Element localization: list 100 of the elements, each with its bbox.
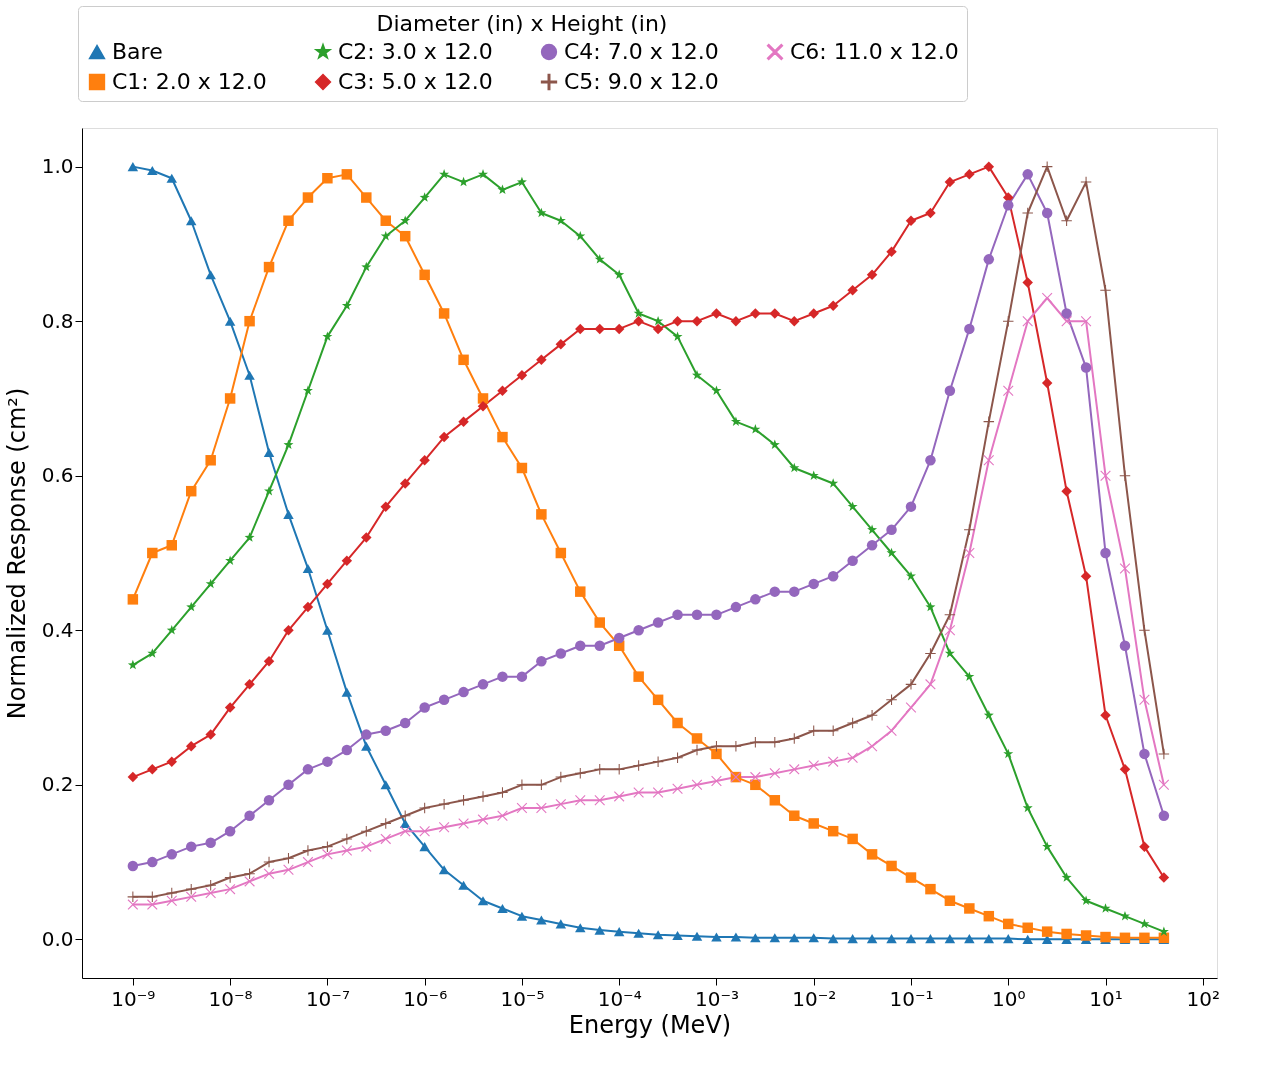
point xyxy=(1061,928,1072,940)
point xyxy=(555,339,567,350)
point xyxy=(1139,625,1150,636)
point xyxy=(497,787,508,798)
point xyxy=(555,919,567,929)
point xyxy=(322,331,333,341)
point xyxy=(808,818,819,829)
point xyxy=(166,625,177,635)
point xyxy=(516,462,528,474)
point xyxy=(750,933,761,943)
legend-label: C1: 2.0 x 12.0 xyxy=(112,69,267,94)
point xyxy=(205,887,216,899)
point xyxy=(1003,315,1014,327)
point xyxy=(380,215,391,226)
point xyxy=(750,594,761,605)
point xyxy=(302,764,314,775)
point xyxy=(944,609,956,621)
point xyxy=(516,370,528,381)
point xyxy=(205,837,216,849)
point xyxy=(244,679,255,690)
point xyxy=(322,849,333,860)
point xyxy=(1041,377,1053,389)
point xyxy=(827,756,839,767)
point xyxy=(808,933,819,943)
point xyxy=(1022,277,1033,288)
x-tick-label: 10⁻³ xyxy=(694,986,739,1011)
point xyxy=(1119,764,1131,775)
point xyxy=(361,741,372,751)
point xyxy=(789,586,800,597)
point xyxy=(380,833,391,845)
point xyxy=(886,547,897,558)
point xyxy=(944,895,956,906)
point xyxy=(827,725,839,736)
point xyxy=(886,934,897,944)
point xyxy=(1158,810,1170,821)
point xyxy=(361,825,372,837)
point xyxy=(1041,926,1053,937)
legend-label: C4: 7.0 x 12.0 xyxy=(564,39,719,64)
point xyxy=(458,354,469,366)
point xyxy=(302,563,314,573)
point xyxy=(1022,802,1033,813)
point xyxy=(944,625,956,636)
point xyxy=(224,316,236,326)
point xyxy=(438,694,450,706)
point xyxy=(458,416,469,427)
point xyxy=(185,883,197,895)
point xyxy=(497,431,508,443)
point xyxy=(341,300,352,310)
point xyxy=(750,308,761,319)
point xyxy=(711,748,722,760)
point xyxy=(438,865,450,875)
point xyxy=(905,679,917,690)
point xyxy=(983,934,995,944)
legend-label: C3: 5.0 x 12.0 xyxy=(338,69,493,94)
point xyxy=(205,578,216,589)
point xyxy=(866,740,878,752)
point xyxy=(575,795,586,806)
point xyxy=(361,261,372,272)
point xyxy=(1061,215,1072,226)
point xyxy=(1100,710,1111,721)
point xyxy=(866,710,878,721)
point xyxy=(380,725,391,736)
point xyxy=(594,764,605,775)
point xyxy=(205,729,216,740)
point xyxy=(224,393,236,404)
point xyxy=(477,679,489,690)
point xyxy=(419,842,430,852)
point xyxy=(147,764,158,775)
point xyxy=(1042,841,1053,851)
point xyxy=(672,752,683,764)
point xyxy=(1158,872,1170,883)
point xyxy=(264,485,275,496)
point xyxy=(633,671,644,682)
point xyxy=(263,448,275,458)
point xyxy=(711,775,722,787)
point xyxy=(185,841,197,852)
point xyxy=(1158,779,1170,791)
point xyxy=(983,161,995,172)
point xyxy=(633,315,644,327)
x-tick-label: 10⁻⁸ xyxy=(208,986,253,1011)
point xyxy=(905,702,917,713)
point xyxy=(361,532,372,543)
legend-label: C6: 11.0 x 12.0 xyxy=(790,39,959,64)
point xyxy=(361,841,372,852)
point xyxy=(730,315,742,327)
point xyxy=(244,868,255,879)
point xyxy=(1080,176,1092,188)
point xyxy=(322,172,333,184)
point xyxy=(263,856,275,868)
point xyxy=(964,169,975,180)
point xyxy=(536,655,547,667)
point xyxy=(575,323,586,335)
point xyxy=(166,173,178,183)
point xyxy=(653,315,664,326)
point xyxy=(224,872,236,883)
point xyxy=(341,744,353,756)
point xyxy=(730,601,742,613)
point xyxy=(516,176,527,187)
point xyxy=(1158,748,1170,760)
point xyxy=(361,729,372,740)
